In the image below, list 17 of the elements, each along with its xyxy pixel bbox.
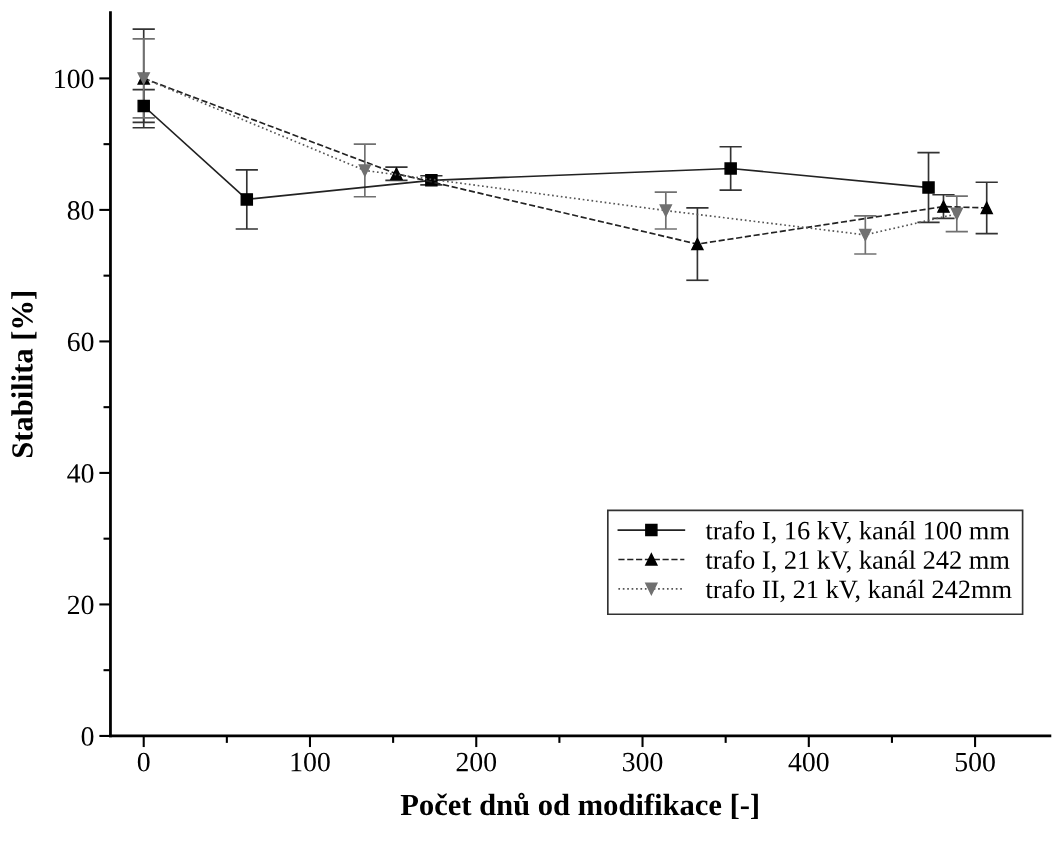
y-axis-title: Stabilita [%] [11, 292, 37, 458]
x-tick-label: 300 [623, 752, 663, 772]
x-tick-label: 0 [137, 752, 150, 772]
x-tick-label: 200 [456, 752, 497, 772]
y-tick-label: 0 [81, 727, 94, 746]
legend-label: trafo I, 21 kV, kanál 242 mm [705, 550, 1010, 573]
x-tick-label: 100 [291, 752, 330, 772]
y-tick-label: 20 [67, 595, 94, 615]
y-tick-label: 60 [67, 332, 94, 352]
legend-label: trafo II, 21 kV, kanál 242mm [705, 579, 1012, 603]
y-tick-label: 40 [67, 464, 94, 483]
x-tick-label: 500 [955, 752, 995, 772]
y-tick-label: 80 [67, 201, 94, 220]
y-tick-label: 100 [55, 69, 94, 89]
x-tick-label: 400 [788, 752, 829, 772]
legend-label: trafo I, 16 kV, kanál 100 mm [705, 520, 1010, 544]
x-axis-title: Počet dnů od modifikace [-] [400, 792, 758, 820]
